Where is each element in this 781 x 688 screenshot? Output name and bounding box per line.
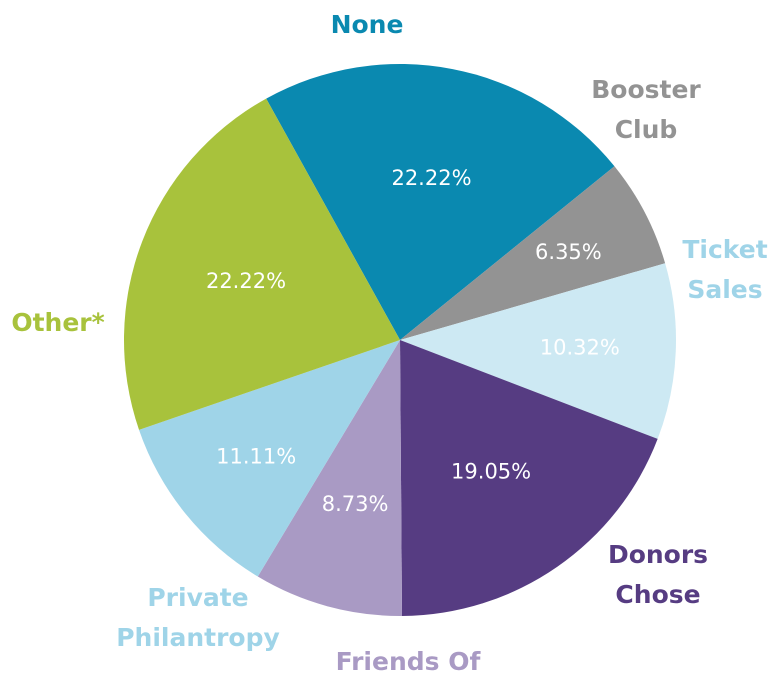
- slice-value-label-none: 22.22%: [391, 166, 471, 190]
- pie-slice-booster-club: [400, 166, 666, 340]
- pie-slice-other: [123, 98, 400, 430]
- slice-value-label-ticket-sales: 10.32%: [540, 336, 620, 360]
- pie-slice-none: [266, 63, 615, 341]
- category-label-other: Other*: [11, 308, 104, 337]
- category-label-none: None: [331, 10, 404, 39]
- slice-value-label-other: 22.22%: [206, 269, 286, 293]
- pie-slice-friends-of: [257, 340, 402, 616]
- slice-value-label-booster-club: 6.35%: [535, 240, 602, 264]
- pie-slice-ticket-sales: [400, 263, 676, 439]
- slice-value-labels: 22.22% 6.35% 10.32% 19.05% 8.73% 11.11% 22.22%: [206, 166, 620, 516]
- category-label-private-philantropy: Private Philantropy: [116, 583, 280, 652]
- pie-slices: [123, 63, 676, 616]
- category-label-friends-of: Friends Of: [336, 647, 482, 676]
- category-labels: None Booster Club Ticket Sales Donors Chose Fri…: [11, 10, 767, 676]
- category-label-ticket-sales: Ticket Sales: [682, 235, 767, 304]
- slice-value-label-friends-of: 8.73%: [322, 492, 389, 516]
- slice-value-label-donors-chose: 19.05%: [451, 460, 531, 484]
- slice-value-label-private-philantropy: 11.11%: [216, 444, 296, 468]
- pie-slice-private-philantropy: [139, 340, 400, 577]
- category-label-donors-chose: Donors Chose: [608, 540, 708, 609]
- pie-slice-donors-chose: [400, 340, 658, 616]
- category-label-booster-club: Booster Club: [591, 75, 701, 144]
